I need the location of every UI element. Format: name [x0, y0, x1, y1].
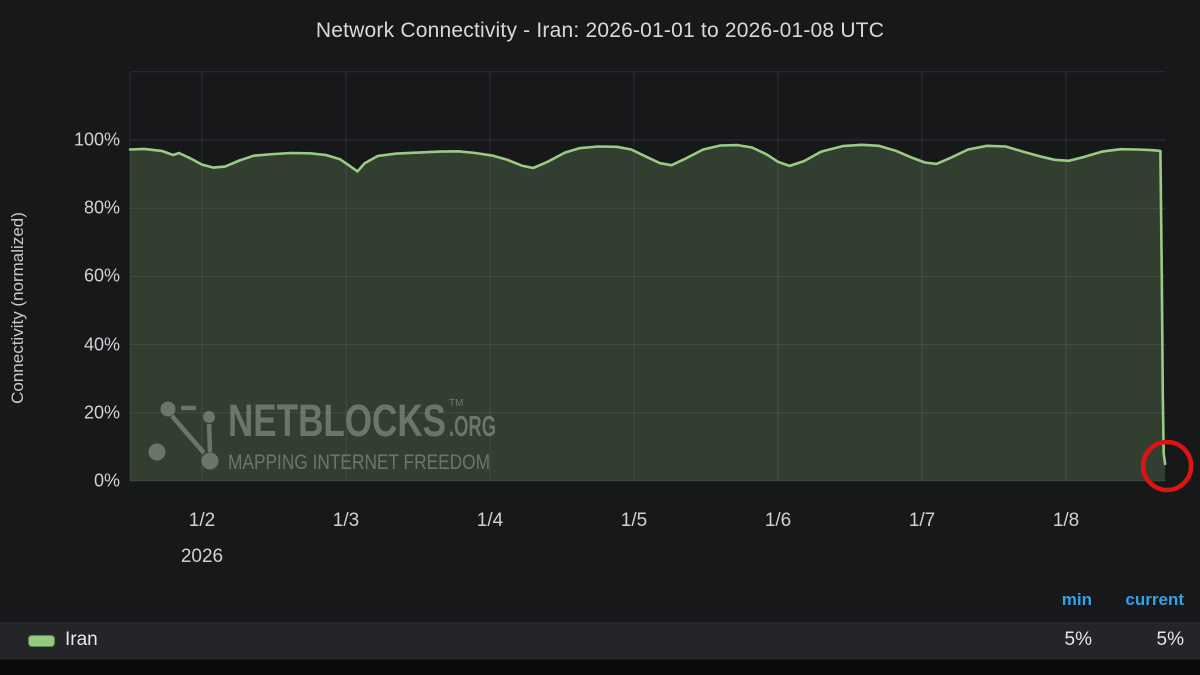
- watermark-node-icon: [201, 452, 219, 470]
- series-min-value: 5%: [1064, 629, 1092, 650]
- watermark-edge: [206, 423, 213, 453]
- panel-title: Network Connectivity - Iran: 2026-01-01 …: [315, 19, 885, 42]
- y-tick-label: 100%: [73, 129, 120, 150]
- y-tick-label: 0%: [93, 470, 120, 491]
- watermark-node-icon: [203, 411, 215, 423]
- y-tick-label: 80%: [83, 197, 120, 218]
- watermark-node-icon: [160, 401, 176, 417]
- series-swatch-icon[interactable]: [28, 635, 55, 647]
- watermark-tagline-text: MAPPING INTERNET FREEDOM: [228, 451, 490, 474]
- series-area-fill: [130, 144, 1166, 482]
- watermark-suffix-text: .ORG: [449, 411, 496, 443]
- collapse-annotation-circle-icon: [1140, 439, 1194, 493]
- watermark-edge: [170, 414, 206, 455]
- watermark-tm-text: TM: [449, 398, 463, 409]
- x-tick-label: 1/8: [1052, 510, 1080, 531]
- y-tick-label: 40%: [83, 334, 120, 355]
- x-axis-year-label: 2026: [180, 546, 224, 567]
- y-axis-label: Connectivity (normalized): [8, 212, 27, 404]
- x-tick-label: 1/2: [188, 510, 216, 531]
- x-tick-label: 1/5: [620, 510, 648, 531]
- x-tick-label: 1/3: [332, 510, 360, 531]
- grafana-panel: [0, 0, 1200, 660]
- series-label[interactable]: Iran: [65, 629, 98, 650]
- legend-column-min[interactable]: min: [1061, 590, 1092, 609]
- netblocks-watermark: NETBLOCKS TM .ORG MAPPING INTERNET FREEDOM: [148, 395, 496, 474]
- legend-column-current[interactable]: current: [1125, 590, 1184, 609]
- watermark-node-icon: [148, 443, 166, 461]
- series-current-value: 5%: [1156, 629, 1184, 650]
- x-tick-label: 1/4: [476, 510, 504, 531]
- y-tick-label: 20%: [83, 402, 120, 423]
- watermark-brand-text: NETBLOCKS: [228, 395, 446, 446]
- connectivity-area-chart[interactable]: NETBLOCKS TM .ORG MAPPING INTERNET FREEDOM: [0, 0, 1200, 660]
- x-tick-label: 1/7: [908, 510, 936, 531]
- legend-row-iran[interactable]: Iran 5% 5%: [0, 622, 1200, 659]
- bottom-letterbox-bar: [0, 660, 1200, 675]
- x-tick-label: 1/6: [764, 510, 792, 531]
- y-tick-label: 60%: [83, 265, 120, 286]
- series-line-iran[interactable]: [128, 143, 1167, 466]
